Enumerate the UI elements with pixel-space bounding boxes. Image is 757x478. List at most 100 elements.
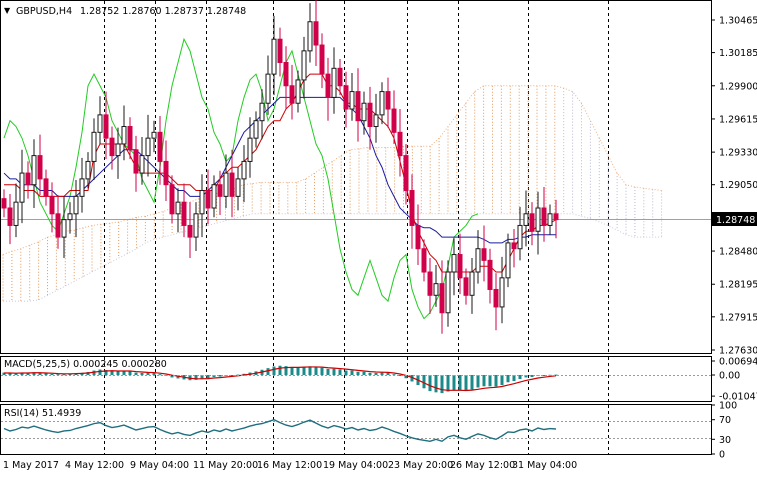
candle-body — [289, 85, 295, 104]
macd-bar — [110, 370, 114, 375]
candle-body — [109, 137, 115, 157]
macd-bar — [122, 370, 126, 375]
candle-body — [193, 213, 199, 238]
rsi-line — [3, 418, 557, 443]
candle-body — [487, 259, 493, 290]
macd-bar — [362, 371, 366, 375]
symbol-label: GBPUSD,H4 — [16, 6, 72, 17]
candle-body — [553, 213, 559, 221]
rsi-title: RSI(14) 51.4939 — [4, 408, 81, 419]
candle-body — [409, 190, 415, 226]
macd-bar — [272, 366, 276, 375]
rsi-panel-frame — [0, 404, 712, 455]
candle-body — [271, 38, 277, 75]
candle-body — [25, 172, 31, 186]
macd-bar — [2, 372, 6, 375]
macd-bar — [344, 370, 348, 375]
macd-bar — [266, 368, 270, 375]
time-tick-label: 16 May 12:00 — [257, 460, 322, 471]
candle-body — [277, 38, 283, 63]
macd-bar — [530, 375, 534, 378]
candle-body — [385, 91, 391, 110]
candle-body — [151, 131, 157, 139]
candle-body — [145, 137, 151, 157]
macd-bar — [350, 370, 354, 375]
macd-bar — [392, 374, 396, 376]
candle-body — [319, 44, 325, 75]
macd-axis: 0.006948 0.00 -0.010476 — [711, 357, 757, 403]
macd-bar — [470, 375, 474, 390]
macd-bar — [68, 373, 72, 375]
candle-body — [205, 190, 211, 209]
candle-body — [139, 155, 145, 174]
candle-body — [475, 248, 481, 273]
macd-bar — [338, 369, 342, 375]
candle-body — [67, 213, 73, 221]
candle-body — [463, 277, 469, 296]
macd-bar — [302, 366, 306, 375]
candle-body — [343, 85, 349, 110]
candle-body — [505, 242, 511, 279]
time-tick-label: 26 May 12:00 — [450, 460, 515, 471]
ohlc-readout: 1.28752 1.28760 1.28737 1.28748 — [80, 6, 246, 17]
rsi-tick-label: 30 — [719, 435, 731, 446]
macd-bar — [44, 373, 48, 375]
macd-bar — [506, 375, 510, 383]
macd-bar — [116, 370, 120, 375]
macd-bar — [296, 367, 300, 375]
macd-bar — [14, 373, 18, 375]
rsi-axis: 100 70 30 0 — [711, 401, 737, 461]
candle-body — [223, 172, 229, 197]
candle-body — [295, 79, 301, 104]
macd-bar — [140, 372, 144, 375]
senkou-span-a — [2, 85, 662, 256]
candle-body — [457, 254, 463, 279]
candle-body — [535, 207, 541, 232]
macd-bar — [128, 371, 132, 375]
candle-body — [7, 207, 13, 226]
macd-tick-label: 0.006948 — [719, 357, 757, 368]
macd-bar — [356, 371, 360, 375]
macd-bar — [494, 375, 498, 387]
price-tick-label: 1.27630 — [719, 346, 757, 357]
macd-bar — [404, 375, 408, 379]
candle-body — [199, 190, 205, 215]
collapse-arrow-icon[interactable]: ▼ — [4, 6, 11, 15]
current-price-tag — [712, 212, 757, 226]
candle-body — [493, 288, 499, 308]
candle-body — [517, 224, 523, 250]
candle-body — [247, 137, 253, 162]
candle-body — [187, 224, 193, 238]
candle-body — [37, 155, 43, 180]
macd-bar — [476, 375, 480, 388]
candle-body — [181, 201, 187, 226]
price-tick-label: 1.27915 — [719, 312, 757, 323]
macd-bar — [422, 375, 426, 389]
macd-bar — [458, 375, 462, 391]
price-tick-label: 1.29615 — [719, 114, 757, 125]
macd-bar — [194, 375, 198, 380]
candle-body — [415, 224, 421, 250]
candle-body — [445, 271, 451, 314]
candle-body — [259, 102, 265, 122]
candle-body — [547, 213, 553, 226]
candle-body — [133, 149, 139, 174]
macd-bar — [32, 372, 36, 375]
chikou-span-line — [3, 37, 479, 320]
price-tick-label: 1.28195 — [719, 280, 757, 291]
macd-bar — [542, 375, 546, 376]
macd-bar — [320, 367, 324, 375]
macd-bar — [26, 372, 30, 375]
macd-bar — [212, 375, 216, 378]
macd-bar — [200, 375, 204, 379]
macd-bar — [524, 375, 528, 378]
macd-bar — [386, 372, 390, 375]
candle-body — [229, 172, 235, 197]
candle-body — [439, 283, 445, 314]
price-tick-label: 1.29050 — [719, 180, 757, 191]
time-tick-label: 19 May 04:00 — [323, 460, 388, 471]
price-tick-label: 1.29330 — [719, 148, 757, 159]
candle-body — [1, 198, 7, 209]
candle-body — [169, 184, 175, 215]
